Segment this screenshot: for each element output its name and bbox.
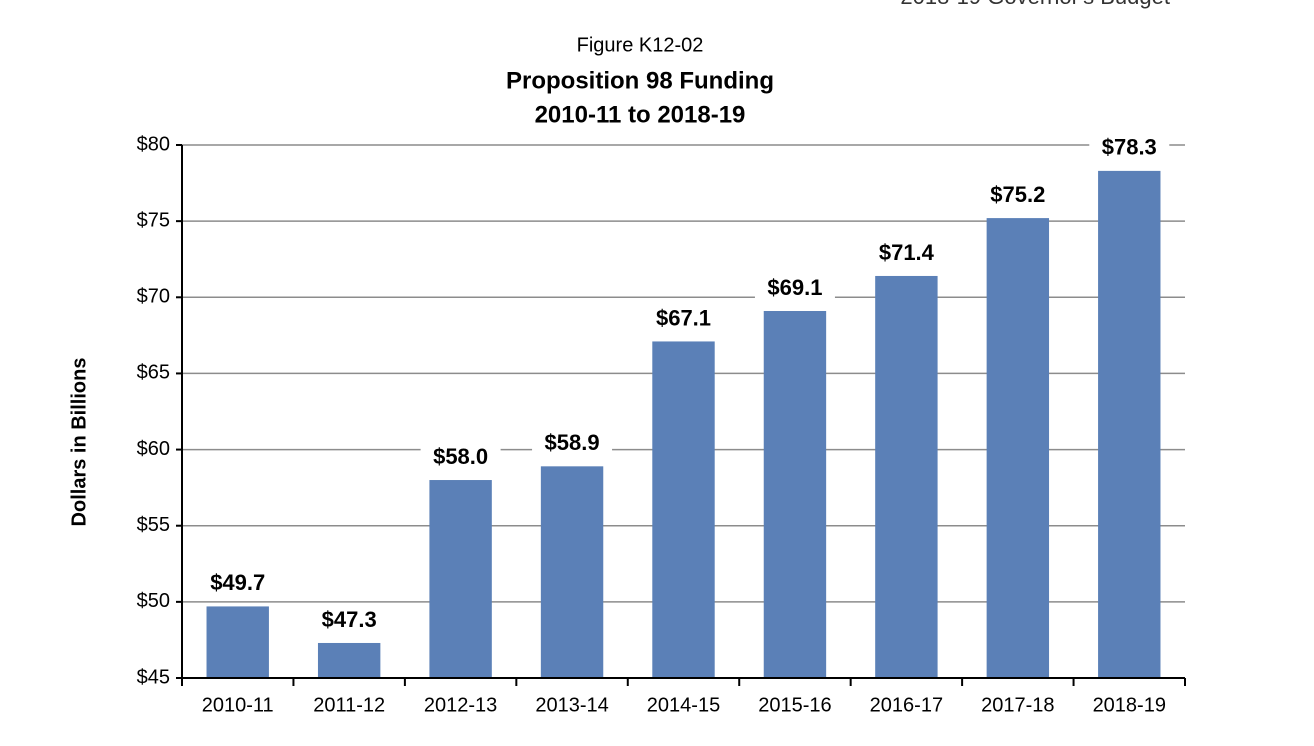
bar <box>317 642 381 678</box>
x-tick-label: 2015-16 <box>758 694 831 716</box>
chart-title: Figure K12-02 <box>577 34 704 56</box>
value-label: $58.9 <box>545 430 600 455</box>
x-tick-label: 2014-15 <box>647 694 720 716</box>
value-label-background <box>197 570 278 599</box>
bar <box>429 480 492 678</box>
value-label: $58.0 <box>433 444 488 469</box>
x-tick-label: 2016-17 <box>870 694 943 716</box>
bar <box>986 218 1050 678</box>
y-tick-label: $80 <box>137 133 170 155</box>
value-label: $49.7 <box>210 570 265 595</box>
y-axis-label: Dollars in Billions <box>68 358 90 527</box>
bar <box>763 310 827 678</box>
bar <box>652 341 715 678</box>
bar <box>206 606 269 678</box>
y-tick-label: $75 <box>137 209 170 231</box>
y-tick-label: $55 <box>137 514 170 536</box>
value-label-background <box>977 182 1058 211</box>
x-tick-label: 2018-19 <box>1093 694 1166 716</box>
y-tick-label: $65 <box>137 362 170 384</box>
value-label-background <box>643 305 724 334</box>
value-label-background <box>866 239 947 268</box>
y-tick-label: $60 <box>137 438 170 460</box>
value-label-background <box>532 430 613 459</box>
page-header: 2018-19 Governor's Budget <box>900 0 1170 9</box>
x-tick-label: 2017-18 <box>981 694 1054 716</box>
bar <box>1098 170 1161 679</box>
chart-subtitle: 2010-11 to 2018-19 <box>535 101 746 128</box>
value-label-background <box>420 444 501 473</box>
chart-subtitle: Proposition 98 Funding <box>506 67 774 94</box>
value-label-background <box>1089 134 1170 163</box>
y-tick-label: $50 <box>137 590 170 612</box>
y-tick-label: $70 <box>137 286 170 308</box>
value-label: $69.1 <box>767 275 822 300</box>
value-label: $78.3 <box>1102 135 1157 160</box>
x-tick-label: 2010-11 <box>202 694 274 716</box>
x-tick-label: 2011-12 <box>313 694 385 716</box>
value-label: $71.4 <box>879 240 935 265</box>
value-label-background <box>309 606 390 635</box>
bar <box>875 275 938 678</box>
y-tick-label: $45 <box>137 666 170 688</box>
x-tick-label: 2013-14 <box>535 694 608 716</box>
value-label: $67.1 <box>656 305 711 330</box>
bar <box>540 466 604 678</box>
value-label: $47.3 <box>322 607 377 632</box>
value-label-background <box>754 274 835 303</box>
value-label: $75.2 <box>990 182 1045 207</box>
x-tick-label: 2012-13 <box>424 694 497 716</box>
